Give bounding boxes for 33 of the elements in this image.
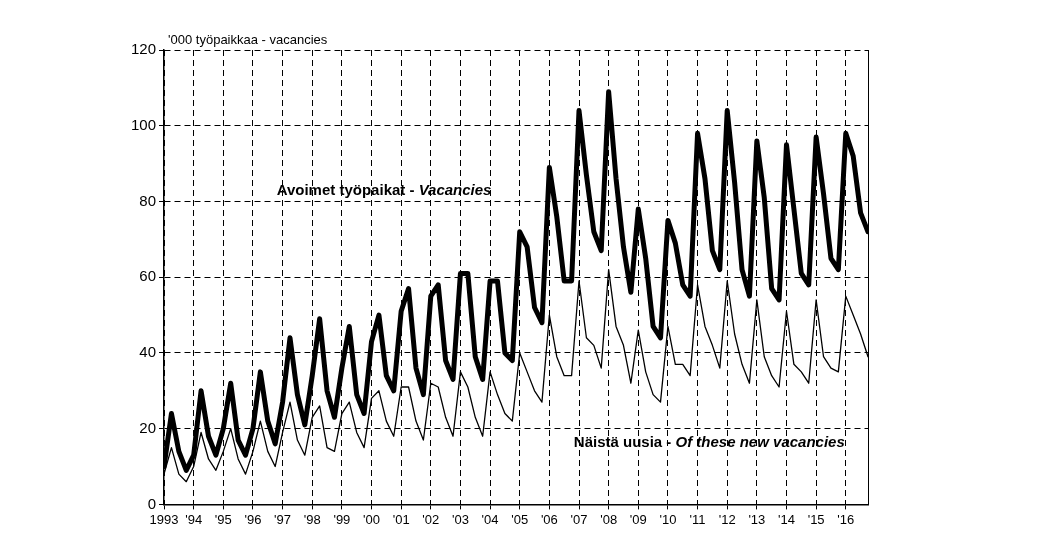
y-tick-label: 120 — [131, 40, 157, 58]
x-tick-label: '12 — [718, 511, 736, 527]
x-tick-label: '03 — [451, 511, 469, 527]
y-tick-label: 60 — [139, 267, 157, 285]
x-tick-label: '01 — [392, 511, 410, 527]
x-tick-label: '00 — [363, 511, 380, 527]
x-tick-label: '97 — [274, 511, 292, 527]
x-tick-label: '10 — [659, 511, 677, 527]
text: Avoimet työpaikat - Vacancies — [276, 181, 492, 198]
y-tick-label: 100 — [131, 115, 157, 133]
x-tick-label: '07 — [570, 511, 588, 527]
y-axis-title: '000 työpaikkaa - vacancies — [168, 32, 328, 48]
x-tick-label: '15 — [807, 511, 825, 527]
x-tick-label: '95 — [214, 511, 232, 527]
x-tick-label: '05 — [511, 511, 529, 527]
x-tick-label: '96 — [244, 511, 262, 527]
x-tick-label: '14 — [778, 511, 795, 527]
x-tick-label: '09 — [629, 511, 647, 527]
x-tick-label: '16 — [837, 511, 855, 527]
y-tick-label: 20 — [139, 418, 157, 436]
x-tick-label: '94 — [185, 511, 203, 527]
x-tick-label: '98 — [303, 511, 321, 527]
x-tick-label: '99 — [333, 511, 351, 527]
x-tick-label: '13 — [748, 511, 766, 527]
x-tick-label: '06 — [540, 511, 558, 527]
y-tick-label: 80 — [139, 191, 157, 209]
x-tick-label: '02 — [422, 511, 440, 527]
x-tick-label: 1993 — [149, 511, 179, 527]
y-tick-label: 40 — [139, 343, 157, 361]
x-tick-label: '11 — [689, 511, 706, 527]
x-tick-label: '04 — [481, 511, 499, 527]
x-tick-label: '08 — [600, 511, 618, 527]
y-tick-label: 0 — [147, 494, 157, 512]
